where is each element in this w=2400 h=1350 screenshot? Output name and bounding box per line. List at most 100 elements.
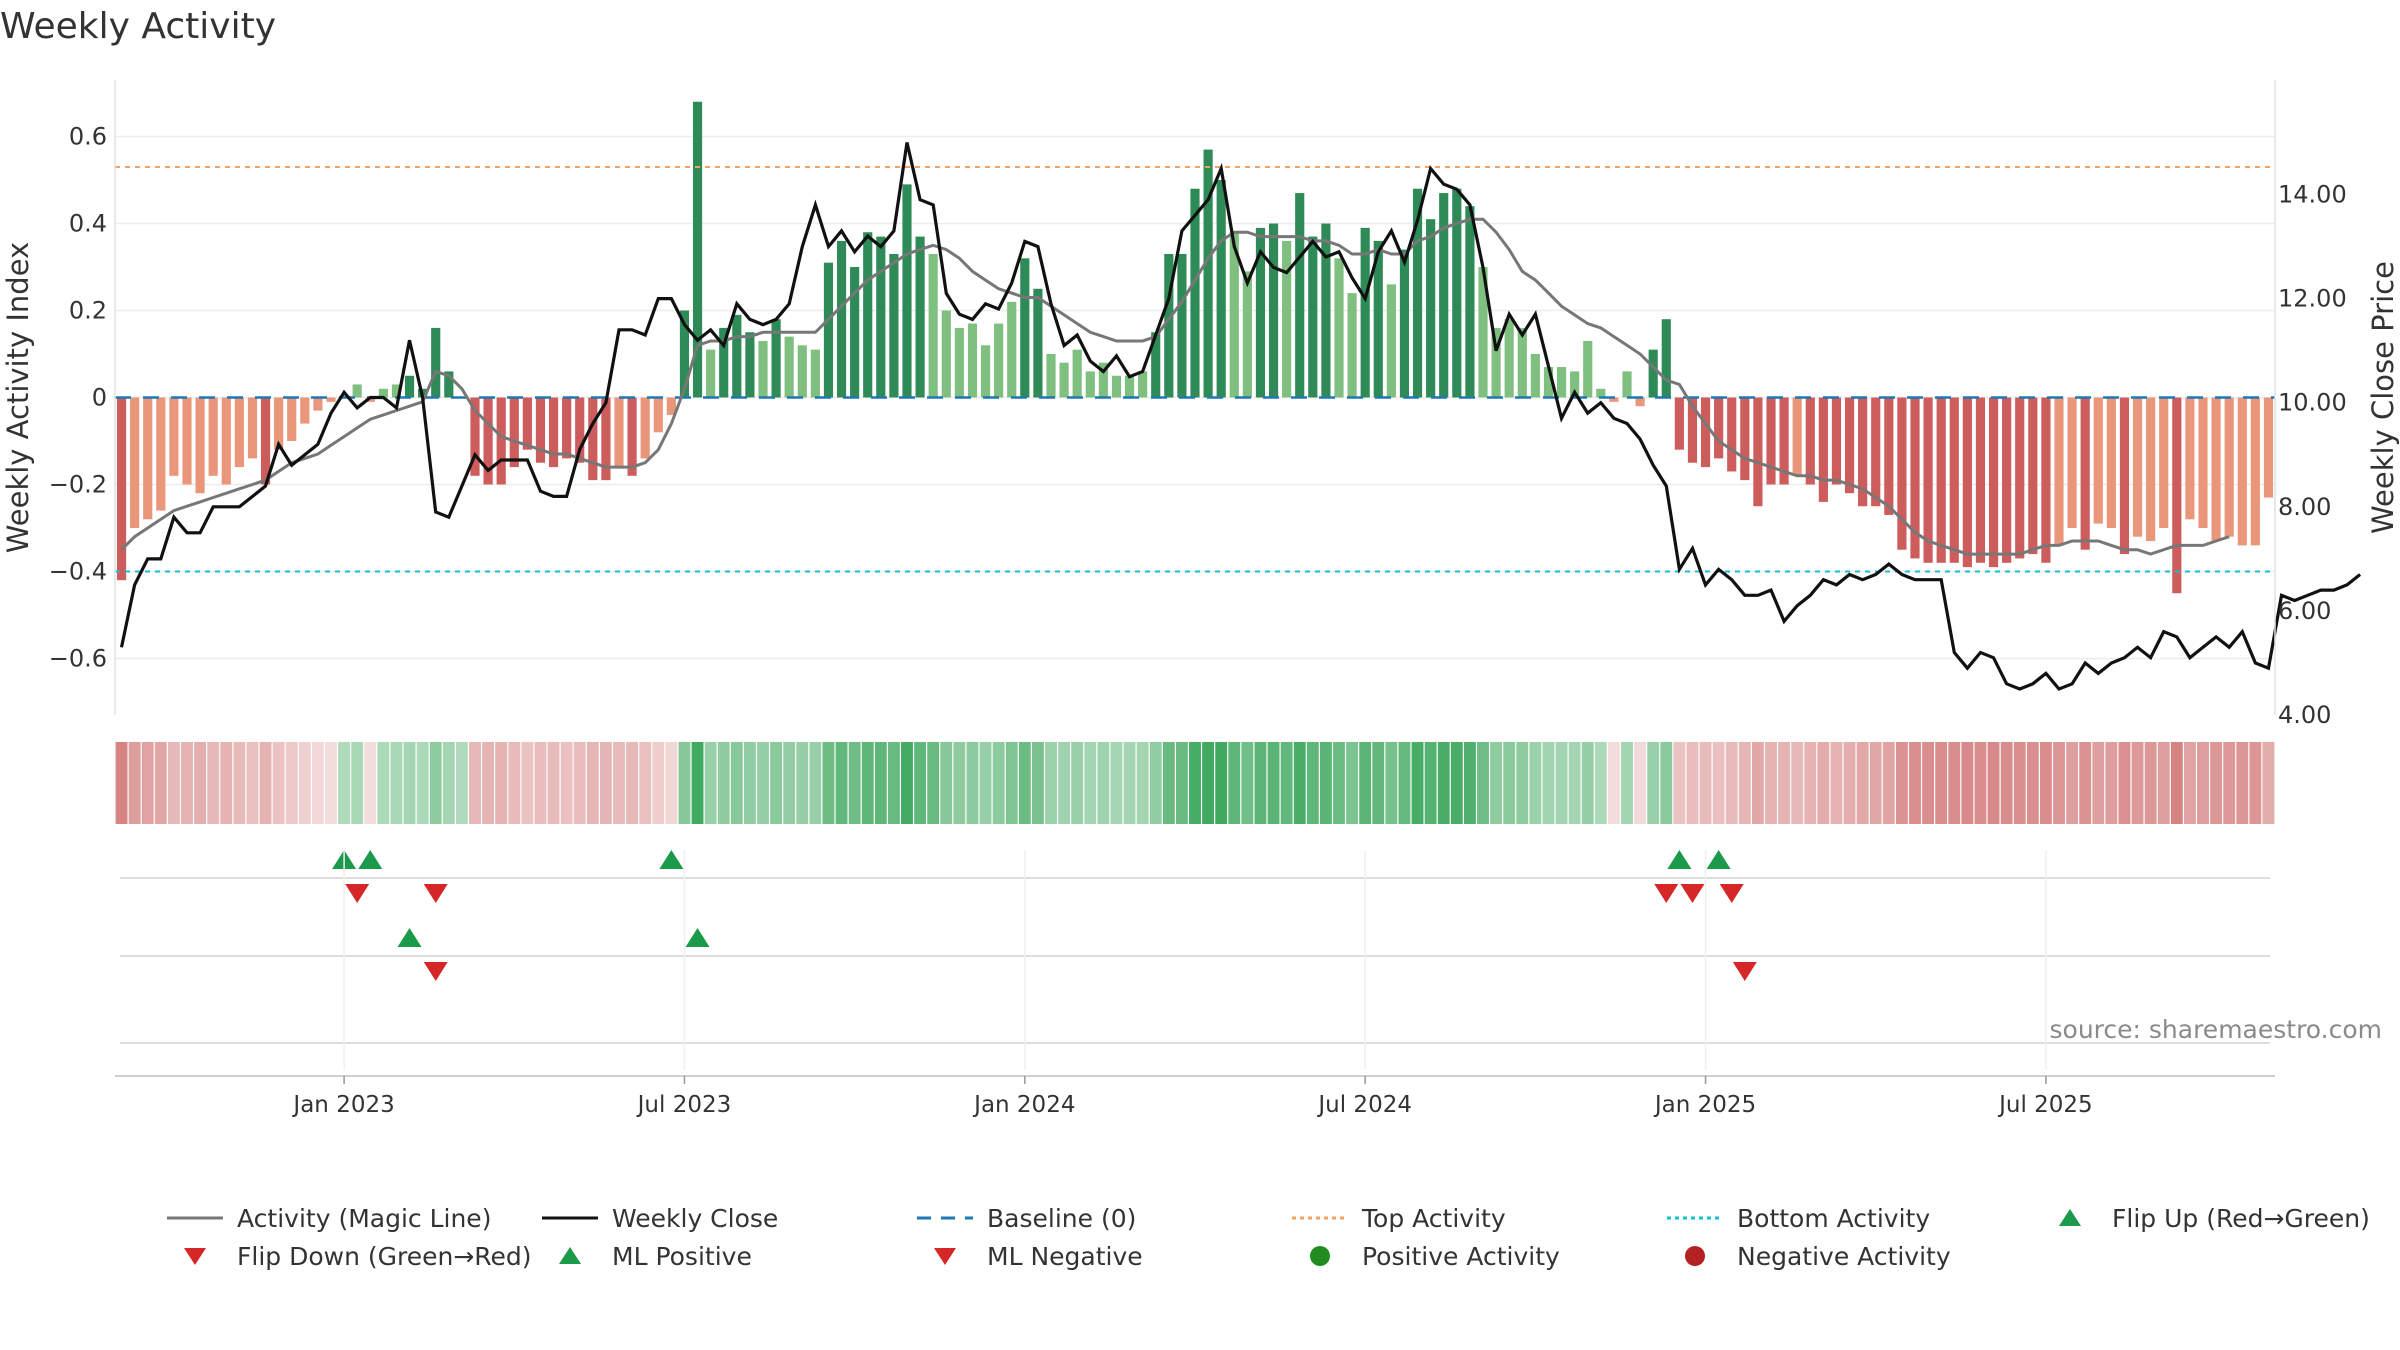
heat-cell bbox=[128, 742, 141, 824]
heat-cell bbox=[1843, 742, 1856, 824]
legend-item-flip-down: Flip Down (Green→Red) bbox=[165, 1238, 532, 1274]
heat-cell bbox=[1895, 742, 1908, 824]
positive-activity-bar bbox=[1360, 227, 1370, 398]
x-tick-label: Jul 2025 bbox=[1997, 1092, 2093, 1118]
negative-activity-bar bbox=[1897, 397, 1907, 550]
heat-cell bbox=[181, 742, 193, 824]
flip-up-swatch bbox=[2059, 1209, 2081, 1226]
y-tick-label-left: 0 bbox=[92, 384, 107, 412]
legend-item-baseline: Baseline (0) bbox=[915, 1200, 1136, 1236]
flip-up-marker bbox=[659, 850, 684, 869]
heat-cell bbox=[495, 742, 508, 824]
heat-cell bbox=[1228, 742, 1241, 824]
heat-cell bbox=[1319, 742, 1332, 824]
positive-activity-bar bbox=[784, 336, 794, 398]
negative-activity-bar bbox=[509, 397, 519, 468]
negative-activity-bar bbox=[1884, 397, 1894, 515]
positive-activity-bar bbox=[1321, 223, 1331, 398]
heat-cell bbox=[1477, 742, 1489, 824]
negative-activity-bar bbox=[130, 397, 140, 528]
heat-cell bbox=[1974, 742, 1987, 824]
negative-activity-bar bbox=[483, 397, 493, 485]
heat-cell bbox=[2053, 742, 2065, 824]
heat-cell bbox=[207, 742, 220, 824]
heat-cell bbox=[1333, 742, 1345, 824]
positive-activity-bar bbox=[1098, 362, 1108, 398]
heat-cell bbox=[1516, 742, 1529, 824]
negative-activity-bar bbox=[1700, 397, 1711, 468]
negative-activity-bar bbox=[1740, 397, 1750, 481]
flip-markers bbox=[120, 850, 2270, 1044]
negative-activity-bar bbox=[2119, 397, 2130, 555]
heat-cell bbox=[1647, 742, 1660, 824]
heat-cell bbox=[194, 742, 207, 824]
positive-activity-bar bbox=[1059, 362, 1069, 398]
negative-activity-bar bbox=[2002, 397, 2012, 563]
heat-cell bbox=[1804, 742, 1817, 824]
heat-cell bbox=[2131, 742, 2144, 824]
negative-activity-bar bbox=[2211, 397, 2221, 542]
heat-cell bbox=[403, 742, 416, 824]
series-lines bbox=[119, 142, 2362, 691]
baseline-swatch bbox=[917, 1216, 973, 1220]
heat-cell bbox=[1267, 742, 1280, 824]
heat-cell bbox=[246, 742, 259, 824]
negative-activity-bar bbox=[116, 397, 127, 581]
heat-cell bbox=[652, 742, 665, 824]
positive-activity-bar bbox=[1556, 367, 1567, 398]
positive-activity-bar bbox=[1530, 354, 1540, 398]
heat-cell bbox=[665, 742, 678, 824]
flip-up-marker bbox=[358, 850, 383, 869]
heat-cell bbox=[2118, 742, 2131, 824]
heat-cell bbox=[1123, 742, 1136, 824]
heat-cell bbox=[220, 742, 233, 824]
positive-activity-bar bbox=[1504, 319, 1514, 398]
magic-line bbox=[120, 217, 2230, 556]
x-tick-label: Jul 2023 bbox=[636, 1092, 732, 1118]
legend-label: Negative Activity bbox=[1737, 1241, 1951, 1271]
legend-item-flip-up: Flip Up (Red→Green) bbox=[2040, 1200, 2370, 1236]
heat-cell bbox=[2157, 742, 2170, 824]
negative-activity-bar bbox=[365, 397, 375, 402]
negative-activity-swatch bbox=[1685, 1246, 1705, 1266]
activity-heat-strip bbox=[115, 742, 2275, 824]
heat-cell bbox=[757, 742, 769, 824]
negative-activity-bar bbox=[470, 397, 480, 476]
heat-cell bbox=[2183, 742, 2196, 824]
positive-activity-bar bbox=[1151, 332, 1161, 398]
flip-down-marker bbox=[1680, 884, 1705, 903]
heat-cell bbox=[1529, 742, 1542, 824]
heat-cell bbox=[835, 742, 848, 824]
heat-cell bbox=[573, 742, 586, 824]
negative-activity-bar bbox=[535, 397, 546, 463]
positive-activity-bar bbox=[1229, 232, 1239, 398]
heat-cell bbox=[1293, 742, 1306, 824]
negative-activity-bar bbox=[182, 397, 192, 485]
negative-activity-bar bbox=[548, 397, 559, 468]
negative-activity-bar bbox=[2028, 397, 2038, 555]
negative-activity-bar bbox=[1805, 397, 1815, 485]
positive-activity-bar bbox=[1085, 371, 1095, 398]
positive-activity-bar bbox=[1583, 340, 1593, 398]
positive-activity-bar bbox=[378, 388, 388, 398]
negative-activity-bar bbox=[666, 397, 676, 415]
positive-activity-bar bbox=[732, 314, 742, 398]
y-tick-label-left: 0.6 bbox=[69, 123, 107, 151]
negative-activity-bar bbox=[653, 397, 663, 433]
heat-cell bbox=[338, 742, 351, 824]
heat-cell bbox=[1084, 742, 1097, 824]
negative-activity-bar bbox=[2198, 397, 2208, 528]
positive-activity-bar bbox=[810, 349, 820, 398]
positive-activity-bar bbox=[679, 310, 690, 398]
heat-cell bbox=[599, 742, 612, 824]
heat-cell bbox=[1961, 742, 1974, 824]
close-line-swatch bbox=[542, 1216, 598, 1220]
negative-activity-bar bbox=[2080, 397, 2090, 550]
positive-activity-bar bbox=[1164, 253, 1174, 398]
negative-activity-bar bbox=[562, 397, 572, 459]
heat-cell bbox=[1817, 742, 1830, 824]
heat-cell bbox=[377, 742, 390, 824]
negative-activity-bar bbox=[1779, 397, 1789, 485]
flip-down-marker bbox=[1719, 884, 1744, 903]
negative-activity-bar bbox=[1635, 397, 1645, 407]
